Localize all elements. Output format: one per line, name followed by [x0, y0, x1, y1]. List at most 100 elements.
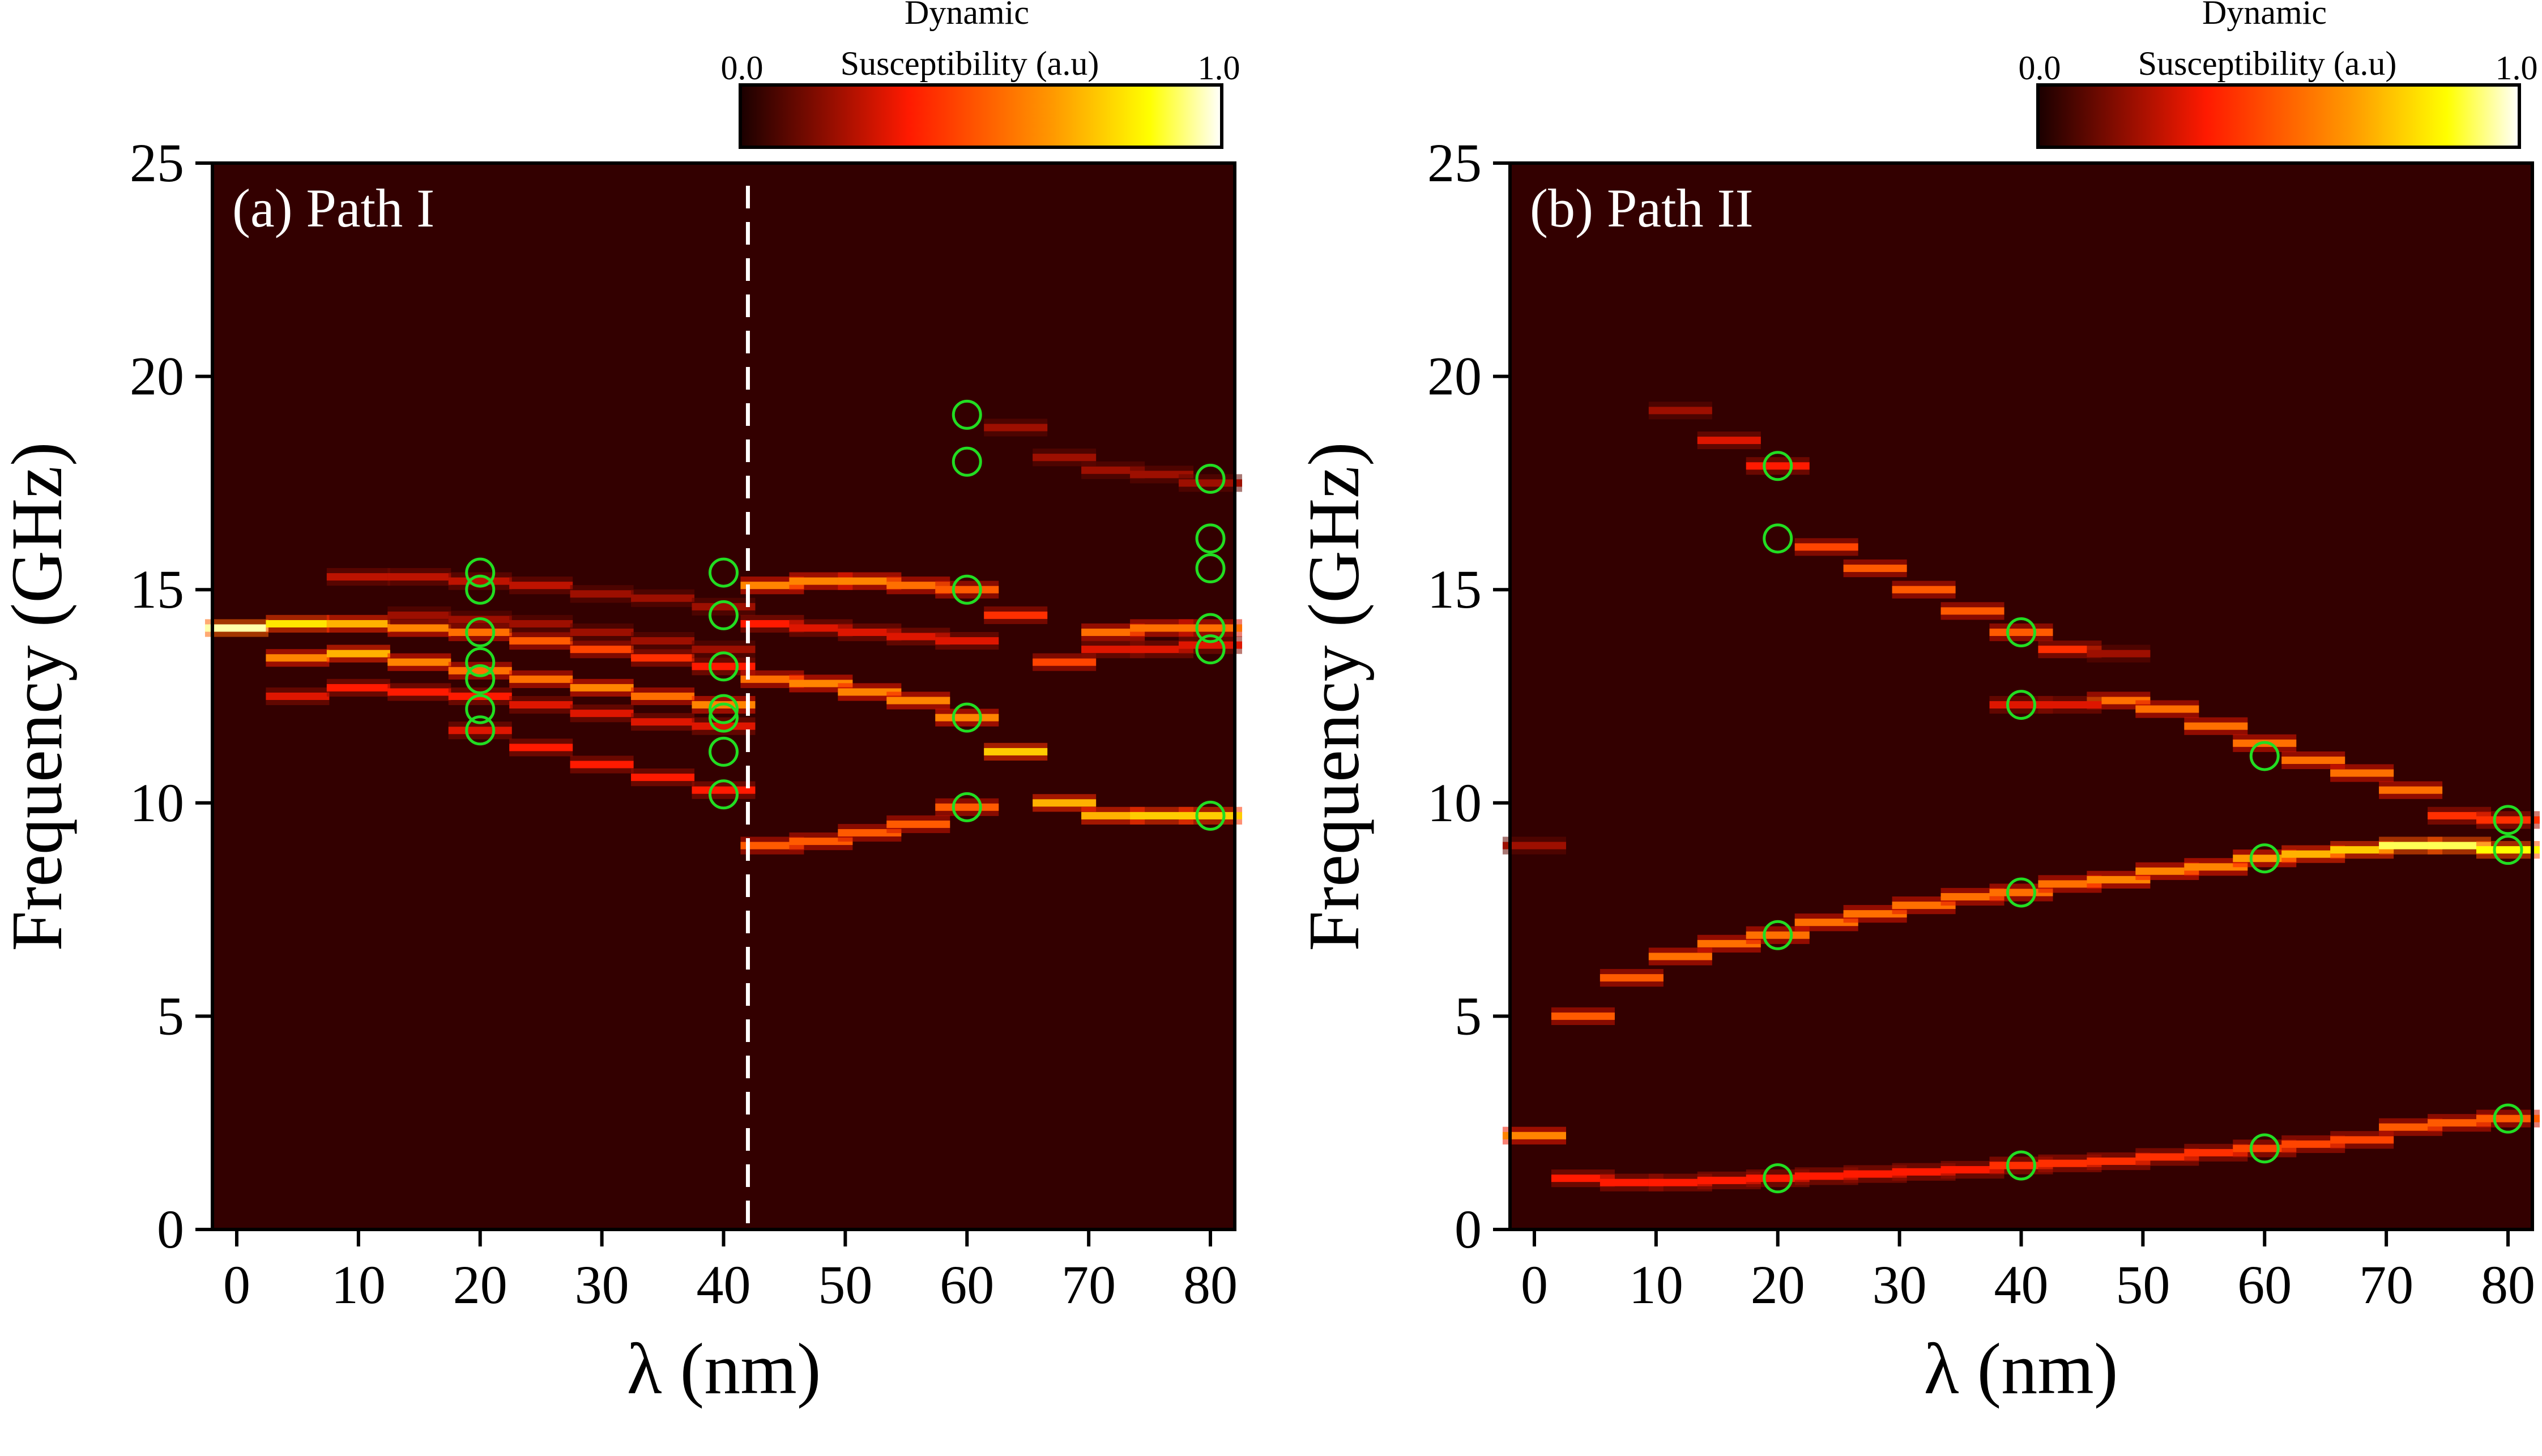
y-tick-label: 15 [130, 559, 184, 620]
x-tick-label: 0 [1521, 1254, 1548, 1315]
y-tick-label: 10 [1427, 772, 1482, 833]
mode-bands [1502, 402, 2540, 1192]
marker-circle [2249, 843, 2280, 874]
mode-band [2476, 816, 2540, 824]
colorbar-title-line2: Susceptibility (a.u) [2138, 45, 2397, 82]
marker-circle [709, 736, 739, 767]
mode-band [1648, 953, 1712, 960]
mode-band [1130, 471, 1194, 479]
panel-b: 0 5 10 15 20 25 0 10 20 30 40 50 60 70 80 (b) Path II… [1294, 0, 2540, 1409]
mode-band [935, 803, 999, 811]
mode-band [789, 680, 853, 688]
x-tick-label: 60 [940, 1254, 994, 1315]
y-tick-label: 15 [1427, 559, 1482, 620]
marker-circle [952, 399, 982, 430]
mode-band [886, 820, 950, 828]
mode-band [509, 744, 573, 752]
y-axis-ticks: 0 5 10 15 20 25 [1427, 133, 1510, 1259]
mode-band [509, 582, 573, 590]
mode-band [984, 748, 1048, 755]
mode-band [2476, 846, 2540, 854]
mode-band [1648, 1179, 1712, 1186]
mode-band [387, 573, 451, 581]
mode-band [1179, 624, 1243, 632]
mode-band [1551, 1175, 1615, 1182]
marker-circle [465, 647, 496, 677]
marker-circle [2006, 1150, 2036, 1181]
mode-band [509, 675, 573, 683]
mode-band [1746, 1175, 1810, 1182]
x-tick-label: 40 [1994, 1254, 2049, 1315]
mode-band [2281, 850, 2345, 858]
mode-band [448, 629, 512, 637]
mode-band [509, 637, 573, 645]
mode-band [266, 620, 330, 627]
panel-label: (a) Path I [232, 178, 434, 238]
mode-band [326, 650, 390, 657]
mode-band [570, 761, 634, 768]
mode-band [2281, 1140, 2345, 1148]
mode-band [1843, 1170, 1907, 1178]
y-tick-label: 5 [1455, 985, 1482, 1046]
marker-circle [1763, 1163, 1793, 1194]
x-tick-label: 40 [697, 1254, 751, 1315]
mode-band [1989, 1162, 2053, 1169]
mode-band [1081, 629, 1145, 637]
colorbar-gradient [739, 83, 1223, 149]
mode-band [2135, 867, 2199, 875]
mode-band [387, 688, 451, 696]
mode-band [838, 688, 902, 696]
mode-band [1033, 454, 1097, 462]
y-tick-label: 0 [1455, 1199, 1482, 1259]
x-tick-label: 20 [453, 1254, 507, 1315]
marker-circle [1195, 613, 1226, 643]
marker-circle [465, 617, 496, 648]
marker-circle [709, 651, 739, 682]
y-tick-label: 20 [1427, 346, 1482, 407]
mode-band [1746, 462, 1810, 470]
colorbar-min-label: 0.0 [2019, 49, 2061, 87]
marker-circle [1195, 634, 1226, 665]
mode-band [631, 693, 695, 700]
mode-band [2379, 786, 2443, 794]
colorbar: Dynamic Susceptibility (a.u) 0.0 1.0 [2019, 0, 2538, 149]
marker-circle [2006, 877, 2036, 908]
mode-band [631, 718, 695, 726]
mode-band [1130, 624, 1194, 632]
mode-band [631, 594, 695, 602]
mode-band [2087, 876, 2151, 883]
mode-band [1600, 1179, 1664, 1186]
y-axis-ticks: 0 5 10 15 20 25 [130, 133, 212, 1259]
mode-band [2038, 701, 2102, 709]
mode-band [2184, 722, 2248, 730]
x-tick-label: 10 [331, 1254, 386, 1315]
mode-band [1940, 1166, 2004, 1174]
marker-circle [952, 792, 982, 822]
mode-band [2379, 842, 2443, 849]
mode-band [1081, 646, 1145, 654]
mode-band [984, 424, 1048, 432]
mode-band [448, 727, 512, 735]
mode-band [1892, 1168, 1956, 1176]
marker-circles [1763, 451, 2523, 1194]
y-tick-label: 20 [130, 346, 184, 407]
y-axis-label: Frequency (GHz) [0, 442, 77, 951]
mode-band [984, 611, 1048, 619]
y-tick-label: 0 [157, 1199, 184, 1259]
mode-band [1600, 974, 1664, 982]
marker-circle [709, 557, 739, 588]
mode-band [2233, 855, 2297, 863]
mode-band [1697, 1176, 1761, 1184]
mode-band [2087, 650, 2151, 657]
marker-circle [465, 694, 496, 724]
marker-circle [952, 574, 982, 605]
marker-circle [709, 702, 739, 733]
marker-circles [465, 399, 1226, 831]
marker-circle [465, 715, 496, 746]
mode-band [570, 629, 634, 637]
mode-band [935, 586, 999, 593]
marker-circle [1763, 451, 1793, 481]
mode-band [1130, 646, 1194, 654]
mode-band [692, 722, 756, 730]
